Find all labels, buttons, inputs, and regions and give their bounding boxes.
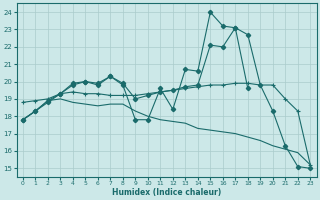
X-axis label: Humidex (Indice chaleur): Humidex (Indice chaleur) bbox=[112, 188, 221, 197]
